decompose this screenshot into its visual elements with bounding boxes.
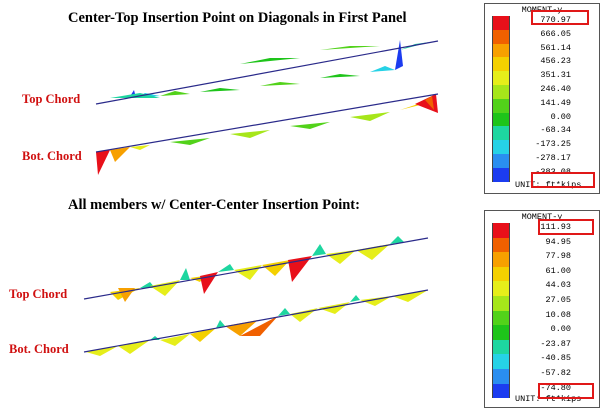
legend-color-swatch: [492, 29, 510, 44]
legend-color-swatch: [492, 383, 510, 399]
legend-color-swatch: [492, 43, 510, 58]
legend-value: 27.05: [545, 295, 571, 305]
legend-color-swatch: [492, 57, 510, 72]
legend-color-swatch: [492, 85, 510, 99]
legend-header: MOMENT-y: [521, 212, 563, 222]
legend-value: -74.80: [540, 382, 571, 393]
lower-bot-chord-diagram: [83, 289, 429, 356]
legend-unit: UNIT: ft*kips: [515, 180, 582, 190]
legend-value: 111.93: [540, 222, 571, 232]
legend-color-swatch: [492, 310, 510, 326]
legend-value: -278.17: [535, 153, 571, 163]
legend-value: -40.85: [540, 353, 571, 364]
legend-value: 77.98: [545, 251, 571, 262]
legend-value: 61.00: [545, 265, 571, 276]
legend-color-swatch: [492, 167, 510, 182]
legend-color-swatch: [492, 237, 510, 253]
legend-value: -57.82: [540, 368, 571, 378]
lower-top-chord-diagram: [83, 236, 429, 302]
legend-unit: UNIT: ft*kips: [515, 394, 582, 404]
legend-value: 561.14: [540, 42, 571, 53]
legend-value: 351.31: [540, 70, 571, 81]
legend-color-swatch: [492, 112, 510, 127]
legend-color-swatch: [492, 126, 510, 141]
legend-color-swatch: [492, 98, 510, 113]
legend-color-swatch: [492, 71, 510, 85]
legend-value: 246.40: [540, 84, 571, 94]
top-chord-label-2: Top Chord: [9, 287, 68, 301]
legend-color-swatch: [492, 296, 510, 311]
legend-value: 0.00: [550, 111, 571, 122]
legend-value: -383.08: [535, 166, 571, 177]
legend-value: 94.95: [545, 236, 571, 247]
legend-color-swatch: [492, 369, 510, 384]
upper-top-chord-diagram: [95, 40, 439, 105]
min-value-highlight-2: [538, 383, 594, 399]
moment-legend-bottom: MOMENT-y 111.93 94.95 77.98 61.00 44.03 27.05…: [484, 210, 600, 408]
legend-value: 770.97: [540, 15, 571, 25]
bot-chord-label: Bot. Chord: [22, 149, 82, 163]
legend-value: -23.87: [540, 338, 571, 349]
legend-value: 10.08: [545, 309, 571, 320]
upper-bot-chord-diagram: [95, 93, 439, 175]
legend-color-swatch: [492, 354, 510, 369]
moment-legend-top: MOMENT-y 770.97 666.05 561.14 456.23 351.31 2…: [484, 3, 600, 194]
legend-color-swatch: [492, 339, 510, 355]
legend-color-swatch: [492, 266, 510, 282]
legend-color-swatch: [492, 154, 510, 168]
legend-value: 0.00: [550, 324, 571, 335]
legend-value: 666.05: [540, 28, 571, 39]
top-chord-label: Top Chord: [22, 92, 81, 106]
max-value-highlight-2: [538, 219, 594, 235]
top-section-title: Center-Top Insertion Point on Diagonals …: [68, 10, 407, 26]
legend-value: 141.49: [540, 97, 571, 108]
min-value-highlight: [531, 172, 595, 188]
max-value-highlight: [531, 10, 589, 25]
legend-color-swatch: [492, 252, 510, 267]
legend-value: 44.03: [545, 280, 571, 291]
legend-color-swatch: [492, 223, 510, 238]
legend-color-swatch: [492, 325, 510, 340]
legend-value: -68.34: [540, 125, 571, 136]
legend-color-swatch: [492, 16, 510, 30]
legend-value: -173.25: [535, 139, 571, 150]
bottom-section-title: All members w/ Center-Center Insertion P…: [68, 197, 360, 213]
bot-chord-label-2: Bot. Chord: [9, 342, 69, 356]
legend-value: 456.23: [540, 56, 571, 67]
legend-color-swatch: [492, 140, 510, 154]
legend-color-swatch: [492, 281, 510, 296]
